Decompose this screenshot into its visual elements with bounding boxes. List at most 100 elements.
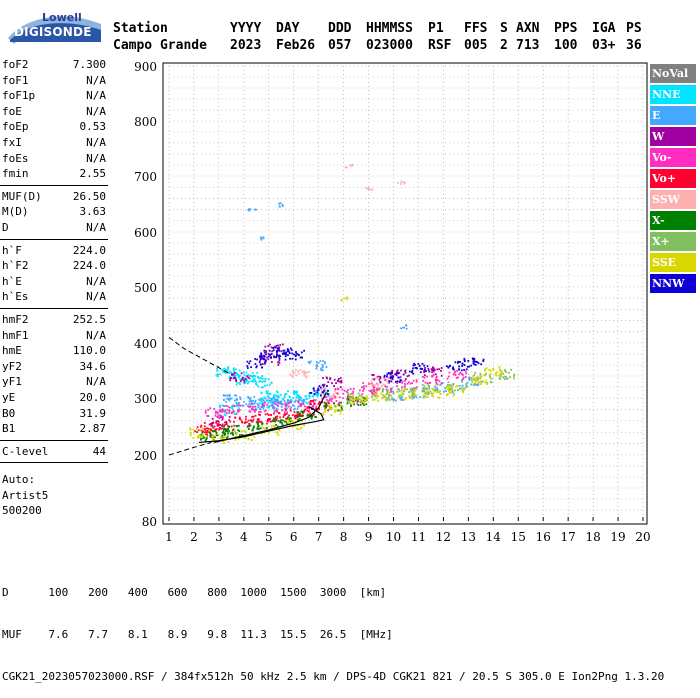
echo-point (463, 387, 465, 390)
echo-point (274, 417, 277, 420)
echo-point (362, 385, 365, 388)
echo-point (303, 373, 305, 375)
echo-point (260, 403, 263, 406)
echo-point (244, 437, 247, 439)
echo-point (219, 406, 222, 409)
x-tick-label: 16 (536, 530, 551, 544)
param-value: 110.0 (72, 344, 106, 358)
param-row: foF1 N/A (2, 74, 106, 88)
echo-point (253, 408, 256, 411)
echo-point (235, 402, 238, 405)
echo-point (271, 398, 274, 401)
echo-point (282, 416, 285, 418)
echo-point (361, 395, 364, 398)
echo-point (227, 398, 230, 400)
echo-point (510, 368, 513, 371)
echo-point (241, 433, 243, 436)
echo-point (238, 369, 241, 372)
echo-point (260, 386, 263, 389)
echo-point (257, 405, 260, 407)
echo-point (399, 393, 401, 396)
echo-point (338, 402, 341, 405)
echo-point (322, 360, 324, 362)
echo-point (331, 398, 333, 400)
echo-point (234, 375, 237, 378)
echo-point (312, 405, 315, 408)
y-tick-label: 700 (134, 170, 157, 184)
echo-point (284, 358, 287, 361)
echo-point (318, 385, 321, 387)
echo-point (288, 395, 291, 398)
echo-point (306, 406, 309, 409)
echo-point (251, 376, 254, 379)
echo-point (281, 352, 284, 355)
echo-point (267, 419, 270, 422)
echo-point (294, 390, 297, 393)
echo-point (277, 433, 280, 436)
echo-point (471, 377, 473, 380)
param-row: yF2 34.6 (2, 360, 106, 374)
echo-point (237, 402, 240, 404)
echo-point (372, 383, 375, 386)
echo-point (423, 364, 426, 367)
echo-point (351, 399, 354, 402)
echo-point (257, 427, 260, 430)
echo-point (248, 402, 251, 405)
echo-point (317, 408, 320, 411)
echo-point (335, 382, 337, 385)
echo-point (426, 375, 429, 378)
echo-point (288, 352, 291, 355)
echo-point (452, 368, 455, 371)
echo-point (223, 425, 225, 428)
echo-point (196, 436, 199, 439)
echo-point (297, 428, 300, 431)
echo-point (342, 397, 345, 400)
y-tick-label: 800 (134, 115, 157, 129)
echo-point (275, 349, 278, 352)
echo-point (464, 370, 467, 373)
echo-point (261, 404, 264, 406)
echo-point (428, 386, 431, 389)
echo-point (208, 429, 211, 432)
echo-point (454, 374, 457, 376)
param-name: C-level (2, 444, 49, 458)
echo-point (229, 432, 232, 435)
echo-point (286, 411, 289, 414)
echo-point (383, 378, 386, 380)
echo-point (260, 355, 263, 358)
echo-point (313, 389, 316, 392)
param-value: 0.53 (79, 120, 107, 134)
plot-frame (162, 62, 648, 525)
echo-point (301, 356, 303, 359)
echo-point (292, 396, 295, 399)
echo-point (334, 388, 337, 391)
echo-point (346, 399, 349, 402)
echo-point (341, 408, 343, 411)
header-row1-cell: S (500, 21, 508, 36)
echo-point (456, 384, 459, 387)
echo-point (241, 378, 243, 381)
y-tick-label: 900 (134, 60, 157, 74)
legend-item-noval: NoVal (650, 64, 696, 83)
echo-point (350, 392, 352, 395)
echo-point (326, 391, 328, 394)
echo-point (427, 390, 430, 392)
echo-point (259, 411, 262, 413)
echo-point (457, 361, 460, 363)
echo-point (267, 358, 270, 361)
echo-point (411, 395, 414, 398)
echo-point (346, 396, 349, 398)
echo-point (428, 385, 430, 387)
echo-point (242, 371, 245, 374)
echo-point (425, 370, 427, 373)
echo-point (453, 389, 456, 392)
echo-point (438, 390, 440, 393)
echo-point (279, 421, 282, 424)
echo-point (300, 351, 303, 354)
echo-point (258, 401, 261, 404)
echo-point (297, 411, 300, 414)
echo-point (333, 390, 336, 392)
echo-point (236, 381, 239, 384)
echo-point (320, 388, 323, 391)
echo-point (352, 395, 354, 397)
